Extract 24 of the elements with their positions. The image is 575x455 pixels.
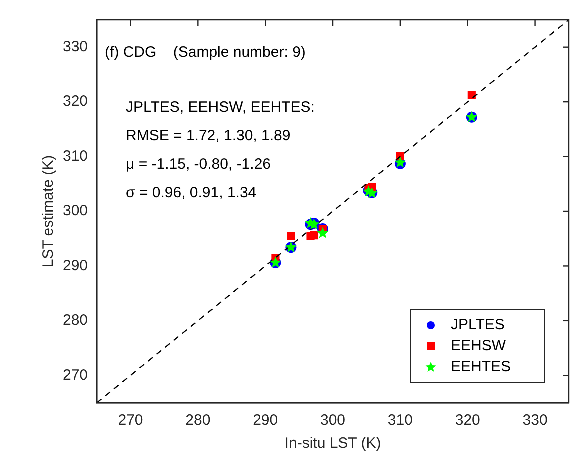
x-tick-label: 330 — [522, 412, 548, 430]
x-tick-label: 290 — [253, 412, 278, 430]
y-tick-label: 290 — [62, 257, 88, 274]
y-tick-label: 330 — [62, 38, 88, 56]
annotation: JPLTES, EEHSW, EEHTES: — [126, 99, 315, 116]
legend-label: JPLTES — [451, 316, 505, 334]
y-tick-label: 320 — [62, 93, 88, 110]
annotation: RMSE = 1.72, 1.30, 1.89 — [126, 128, 291, 145]
y-tick-label: 270 — [62, 366, 88, 384]
x-tick-label: 270 — [118, 412, 144, 430]
y-tick-label: 310 — [62, 148, 88, 165]
legend-label: EEHTES — [451, 358, 512, 376]
annotation: (f) CDG (Sample number: 9) — [105, 44, 306, 62]
annotation: σ = 0.96, 0.91, 1.34 — [126, 184, 257, 202]
x-tick-label: 320 — [455, 412, 480, 430]
y-axis-title: LST estimate (K) — [40, 155, 58, 268]
annotation: μ = -1.15, -0.80, -1.26 — [126, 156, 272, 174]
y-tick-label: 300 — [62, 202, 88, 220]
legend-label: EEHSW — [451, 338, 507, 355]
x-tick-label: 300 — [320, 412, 346, 430]
x-tick-label: 310 — [388, 412, 413, 430]
x-tick-label: 280 — [186, 412, 211, 430]
y-tick-label: 280 — [62, 312, 88, 330]
x-axis-title: In-situ LST (K) — [284, 435, 382, 452]
